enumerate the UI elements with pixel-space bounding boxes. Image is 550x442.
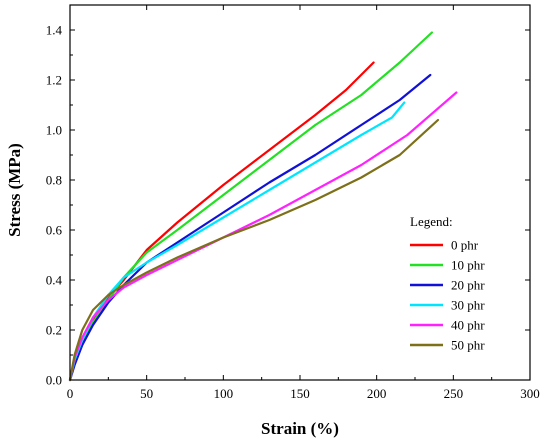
x-tick-label: 250 bbox=[444, 386, 464, 401]
legend-label: 20 phr bbox=[451, 278, 485, 293]
legend: Legend: 0 phr 10 phr 20 phr 30 phr 40 phr 50 … bbox=[410, 214, 485, 353]
y-axis-title: Stress (MPa) bbox=[5, 143, 24, 237]
y-tick-label: 1.4 bbox=[46, 23, 63, 38]
x-tick-label: 50 bbox=[140, 386, 153, 401]
x-tick-label: 100 bbox=[214, 386, 234, 401]
y-tick-label: 0.0 bbox=[46, 373, 62, 388]
legend-label: 50 phr bbox=[451, 338, 485, 353]
x-axis-title: Strain (%) bbox=[261, 419, 339, 438]
x-tick-label: 200 bbox=[367, 386, 387, 401]
x-tick-label: 150 bbox=[290, 386, 310, 401]
x-tick-label: 300 bbox=[520, 386, 540, 401]
series-line-40-phr bbox=[68, 91, 458, 382]
y-tick-label: 0.6 bbox=[46, 223, 63, 238]
series-line-30-phr bbox=[68, 101, 406, 382]
legend-label: 0 phr bbox=[451, 238, 479, 253]
y-tick-label: 0.2 bbox=[46, 323, 62, 338]
y-tick-label: 0.4 bbox=[46, 273, 63, 288]
ticks-layer: 0 50 100 150 200 250 300 0.0 0.2 0.4 0.6 0.8 1.0 1.2 1… bbox=[46, 4, 540, 401]
legend-label: 30 phr bbox=[451, 298, 485, 313]
y-tick-label: 0.8 bbox=[46, 173, 62, 188]
series-line-0-phr bbox=[68, 61, 375, 382]
y-tick-label: 1.0 bbox=[46, 123, 62, 138]
y-tick-label: 1.2 bbox=[46, 73, 62, 88]
x-tick-label: 0 bbox=[67, 386, 74, 401]
legend-label: 40 phr bbox=[451, 318, 485, 333]
series-line-50-phr bbox=[68, 118, 440, 382]
legend-title: Legend: bbox=[410, 214, 453, 229]
series-layer bbox=[68, 31, 458, 382]
legend-label: 10 phr bbox=[451, 258, 485, 273]
series-line-10-phr bbox=[68, 31, 433, 382]
